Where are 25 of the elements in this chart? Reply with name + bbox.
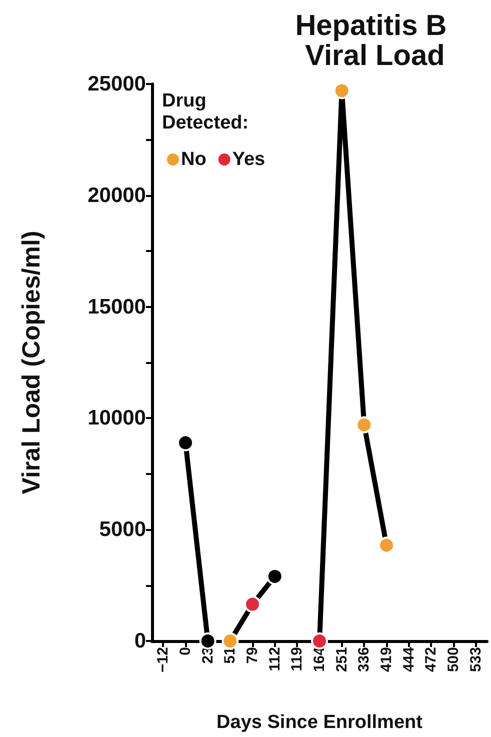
x-tick-label: 119 xyxy=(288,647,306,672)
y-tick-label: 5000 xyxy=(99,518,146,542)
x-tick-label: 500 xyxy=(445,647,462,672)
y-tick-label: 25000 xyxy=(88,72,146,96)
chart-title: Hepatitis B Viral Load xyxy=(295,10,455,72)
x-tick-label: 419 xyxy=(378,647,395,672)
y-axis-title: Viral Load (Copies/ml) xyxy=(18,230,46,494)
y-tick-label: 10000 xyxy=(88,406,146,430)
x-tick-label: 112 xyxy=(266,647,284,672)
x-tick-label: 251 xyxy=(333,647,350,672)
x-tick-label: 79 xyxy=(244,647,261,664)
x-tick-label: 0 xyxy=(177,647,194,656)
legend-label: Yes xyxy=(232,149,266,170)
x-tick-label: 444 xyxy=(400,646,418,672)
x-tick-label: 336 xyxy=(356,647,373,672)
x-tick-label: 533 xyxy=(467,647,484,672)
y-tick-label: 15000 xyxy=(88,295,146,318)
x-tick-label: 164 xyxy=(311,646,328,672)
x-tick-label: −12 xyxy=(154,647,172,672)
x-tick-label: 51 xyxy=(222,647,239,664)
x-axis-title: Days Since Enrollment xyxy=(216,712,424,733)
x-tick-label: 472 xyxy=(422,647,440,672)
y-tick-label: 20000 xyxy=(88,184,146,207)
legend-title: Drug Detected: xyxy=(162,90,249,134)
legend-label: No xyxy=(181,149,206,170)
